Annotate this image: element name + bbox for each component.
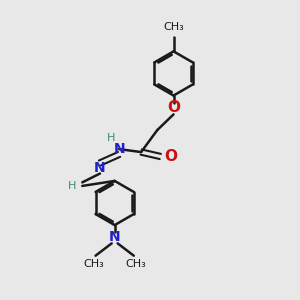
Text: H: H — [68, 181, 76, 191]
Text: H: H — [107, 133, 115, 142]
Text: CH₃: CH₃ — [84, 259, 104, 269]
Text: N: N — [113, 142, 125, 156]
Text: CH₃: CH₃ — [125, 259, 146, 269]
Text: O: O — [164, 149, 177, 164]
Text: CH₃: CH₃ — [163, 22, 184, 32]
Text: O: O — [167, 100, 180, 116]
Text: N: N — [94, 161, 106, 175]
Text: N: N — [109, 230, 121, 244]
